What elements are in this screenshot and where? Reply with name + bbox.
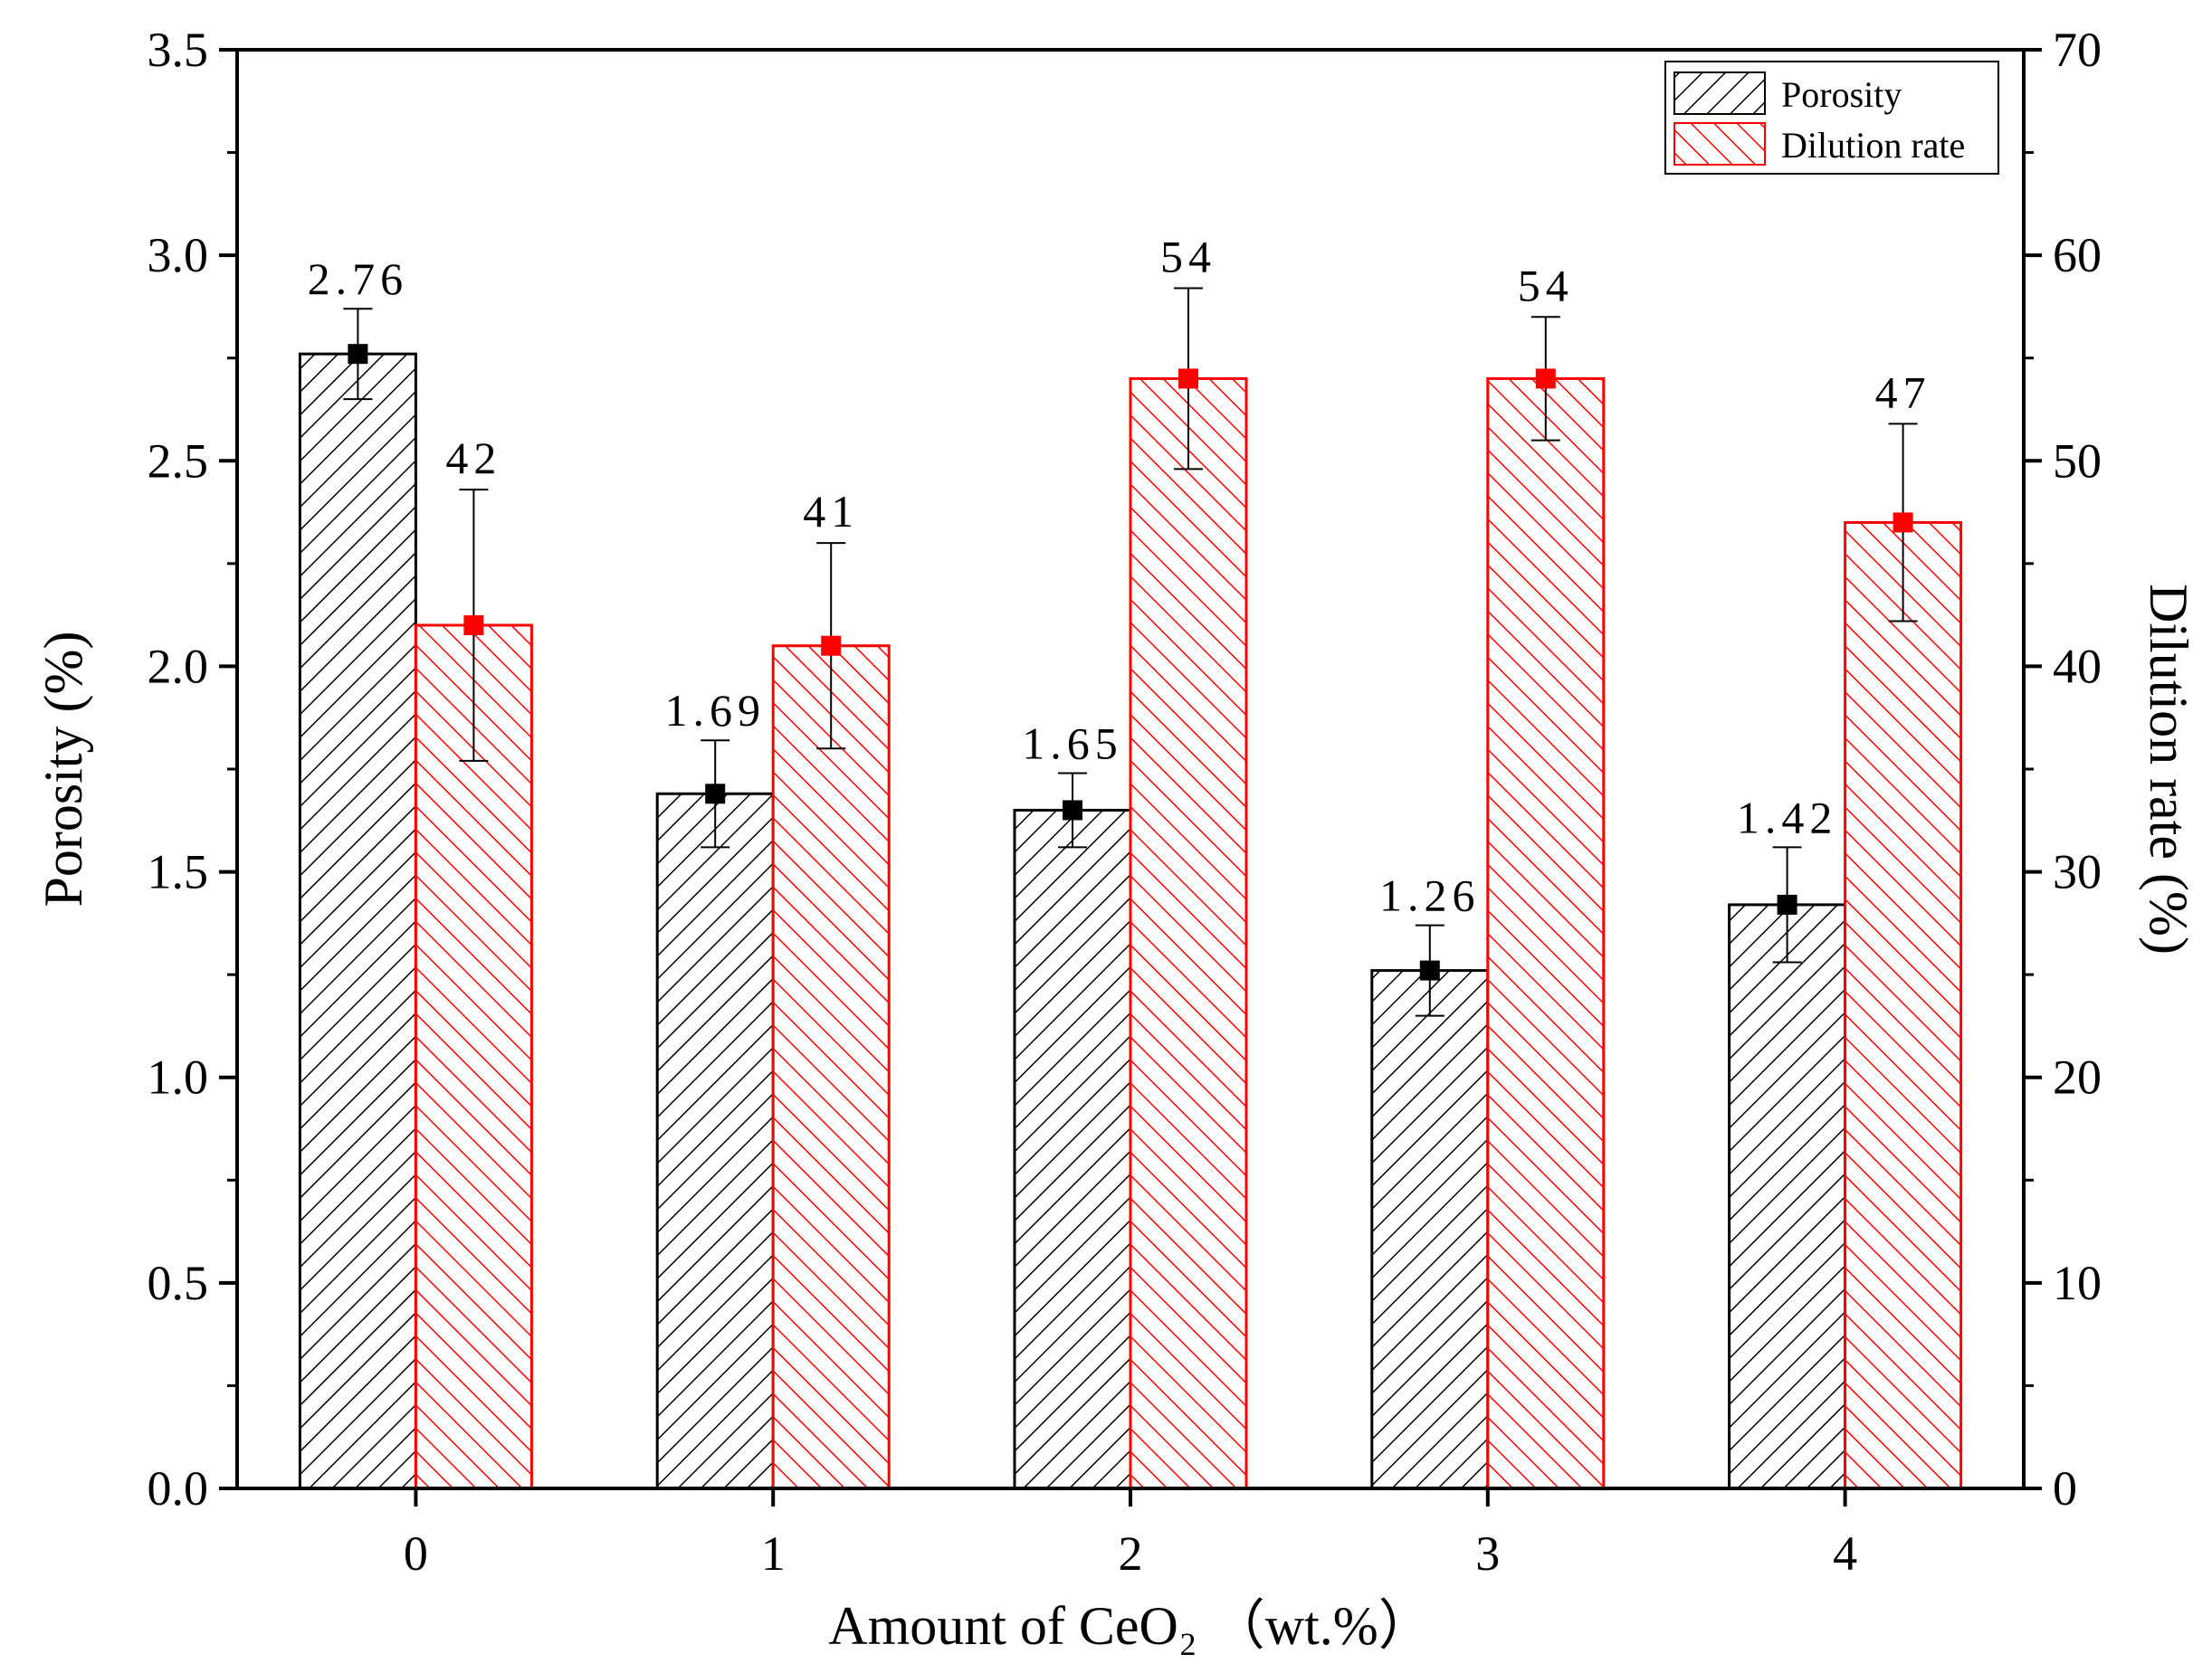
y-axis-title: Porosity (%) bbox=[33, 632, 93, 908]
porosity-marker bbox=[1419, 960, 1440, 981]
x-axis-title: Amount of CeO₂ （wt.%） bbox=[828, 1596, 1433, 1656]
bar-dilution-rate bbox=[1129, 376, 1248, 1490]
y-tick-label: 3.5 bbox=[148, 23, 209, 77]
data-label-dilution-rate: 54 bbox=[1160, 231, 1216, 281]
data-label-dilution-rate: 41 bbox=[803, 486, 859, 537]
y-tick-label: 0.0 bbox=[148, 1461, 209, 1516]
y-tick-label: 0.5 bbox=[148, 1256, 209, 1310]
labels-layer: 2.76 42 1.69 41 1.65 54 1.26 54 1.42 47 bbox=[308, 231, 1931, 921]
dilution-rate-marker bbox=[1535, 368, 1556, 389]
porosity-marker bbox=[1777, 894, 1797, 915]
bar-porosity bbox=[655, 792, 775, 1490]
porosity-marker bbox=[705, 784, 726, 804]
y2-tick-label: 70 bbox=[2053, 23, 2102, 77]
legend-label-porosity: Porosity bbox=[1781, 74, 1902, 115]
bar-dilution-rate bbox=[771, 644, 891, 1490]
data-label-porosity: 1.69 bbox=[664, 685, 766, 736]
y-tick-label: 2.5 bbox=[148, 433, 209, 488]
data-label-dilution-rate: 54 bbox=[1518, 260, 1574, 310]
y2-tick-label: 30 bbox=[2053, 845, 2102, 899]
bar-dilution-rate bbox=[1486, 376, 1606, 1490]
y-tick-label: 1.0 bbox=[148, 1050, 209, 1105]
bar-dilution-rate bbox=[414, 623, 533, 1490]
y2-tick-label: 50 bbox=[2053, 433, 2102, 488]
legend-label-dilution-rate: Dilution rate bbox=[1781, 125, 1965, 166]
legend: Porosity Dilution rate bbox=[1664, 61, 1999, 175]
dilution-rate-marker bbox=[821, 635, 842, 656]
error-bars-layer bbox=[343, 287, 1918, 1017]
data-label-dilution-rate: 42 bbox=[445, 433, 501, 483]
x-tick-label: 4 bbox=[1833, 1526, 1857, 1581]
legend-swatch-dilution-rate bbox=[1673, 122, 1766, 166]
axes-layer: 0.0 0.5 1.0 1.5 2.0 2.5 3.0 3.5 0 10 20 30 40 50 60 70 0… bbox=[33, 23, 2198, 1656]
dilution-rate-marker bbox=[1893, 512, 1913, 533]
bars-layer bbox=[298, 352, 1963, 1490]
legend-swatch-porosity bbox=[1673, 71, 1766, 115]
data-label-dilution-rate: 47 bbox=[1875, 366, 1931, 417]
y2-tick-label: 10 bbox=[2053, 1256, 2102, 1310]
x-tick-label: 1 bbox=[761, 1526, 786, 1581]
y2-tick-label: 20 bbox=[2053, 1050, 2102, 1105]
porosity-marker bbox=[348, 344, 368, 365]
data-label-porosity: 1.42 bbox=[1737, 792, 1838, 842]
data-label-porosity: 1.65 bbox=[1022, 718, 1123, 769]
bar-porosity bbox=[1728, 903, 1847, 1490]
bar-porosity bbox=[298, 352, 417, 1490]
y2-axis-title: Dilution rate (%) bbox=[2139, 584, 2198, 955]
x-tick-label: 0 bbox=[404, 1526, 428, 1581]
y-tick-label: 1.5 bbox=[148, 845, 209, 899]
y-tick-label: 2.0 bbox=[148, 639, 209, 693]
x-tick-label: 3 bbox=[1475, 1526, 1500, 1581]
bar-porosity bbox=[1370, 969, 1490, 1490]
y2-tick-label: 60 bbox=[2053, 228, 2102, 282]
bar-porosity bbox=[1013, 808, 1132, 1490]
y2-tick-label: 0 bbox=[2053, 1461, 2077, 1516]
bar-dilution-rate bbox=[1844, 520, 1963, 1490]
dilution-rate-marker bbox=[1178, 368, 1198, 389]
x-tick-label: 2 bbox=[1119, 1526, 1143, 1581]
data-label-porosity: 2.76 bbox=[308, 253, 409, 304]
y2-tick-label: 40 bbox=[2053, 639, 2102, 693]
data-label-porosity: 1.26 bbox=[1379, 870, 1481, 921]
dilution-rate-marker bbox=[463, 615, 484, 635]
y-tick-label: 3.0 bbox=[148, 228, 209, 282]
porosity-marker bbox=[1063, 800, 1082, 821]
